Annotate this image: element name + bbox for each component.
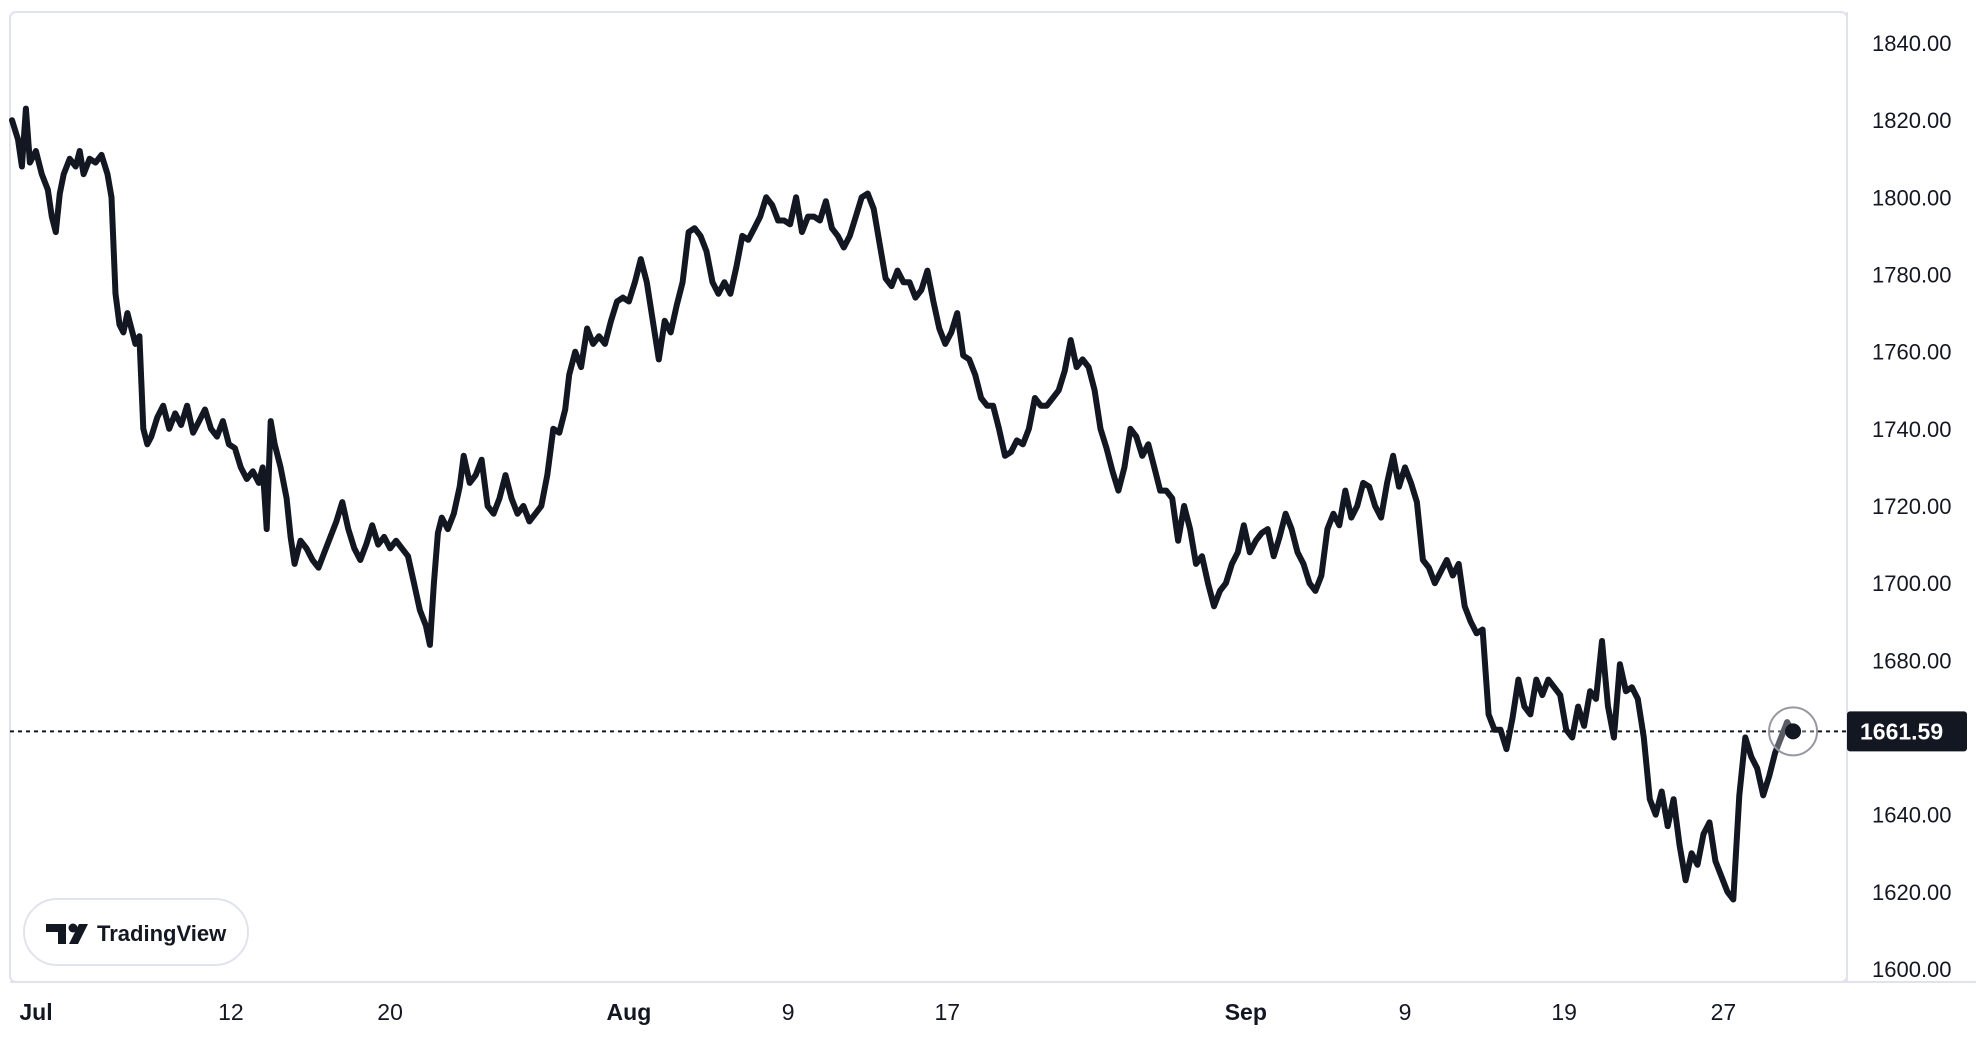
y-tick-label: 1700.00 [1872,571,1952,596]
last-point-dot [1785,723,1802,740]
x-tick-label: Aug [607,999,652,1025]
last-price-tag: 1661.59 [1847,711,1967,752]
last-price-tag-background [1847,711,1967,752]
x-tick-label: 19 [1551,999,1577,1025]
y-tick-label: 1760.00 [1872,340,1952,365]
x-tick-label: Jul [19,999,52,1025]
y-tick-label: 1820.00 [1872,108,1952,133]
x-tick-label: 9 [782,999,795,1025]
logo-badge[interactable] [23,898,249,966]
x-tick-label: 27 [1711,999,1737,1025]
y-tick-label: 1620.00 [1872,880,1952,905]
last-price-label: 1661.59 [1860,718,1943,744]
y-tick-label: 1840.00 [1872,31,1952,56]
x-tick-label: 20 [377,999,403,1025]
y-tick-label: 1680.00 [1872,648,1952,673]
y-tick-label: 1720.00 [1872,494,1952,519]
time-axis[interactable]: Jul 12 20 Aug 9 17 Sep 9 19 27 [19,999,1736,1025]
y-tick-label: 1600.00 [1872,957,1952,982]
y-tick-label: 1780.00 [1872,263,1952,288]
series-line [9,105,1796,903]
y-tick-label: 1800.00 [1872,185,1952,210]
y-tick-label: 1640.00 [1872,803,1952,828]
x-tick-label: 9 [1399,999,1412,1025]
x-tick-label: Sep [1225,999,1267,1025]
logo-text: TradingView [97,921,227,946]
price-axis[interactable]: 1600.001620.001640.001660.001680.001700.… [1872,31,1952,982]
x-tick-label: 12 [218,999,244,1025]
tradingview-logo-icon [46,923,88,944]
y-tick-label: 1740.00 [1872,417,1952,442]
x-tick-label: 17 [935,999,961,1025]
tradingview-logo[interactable]: TradingView [23,898,249,966]
